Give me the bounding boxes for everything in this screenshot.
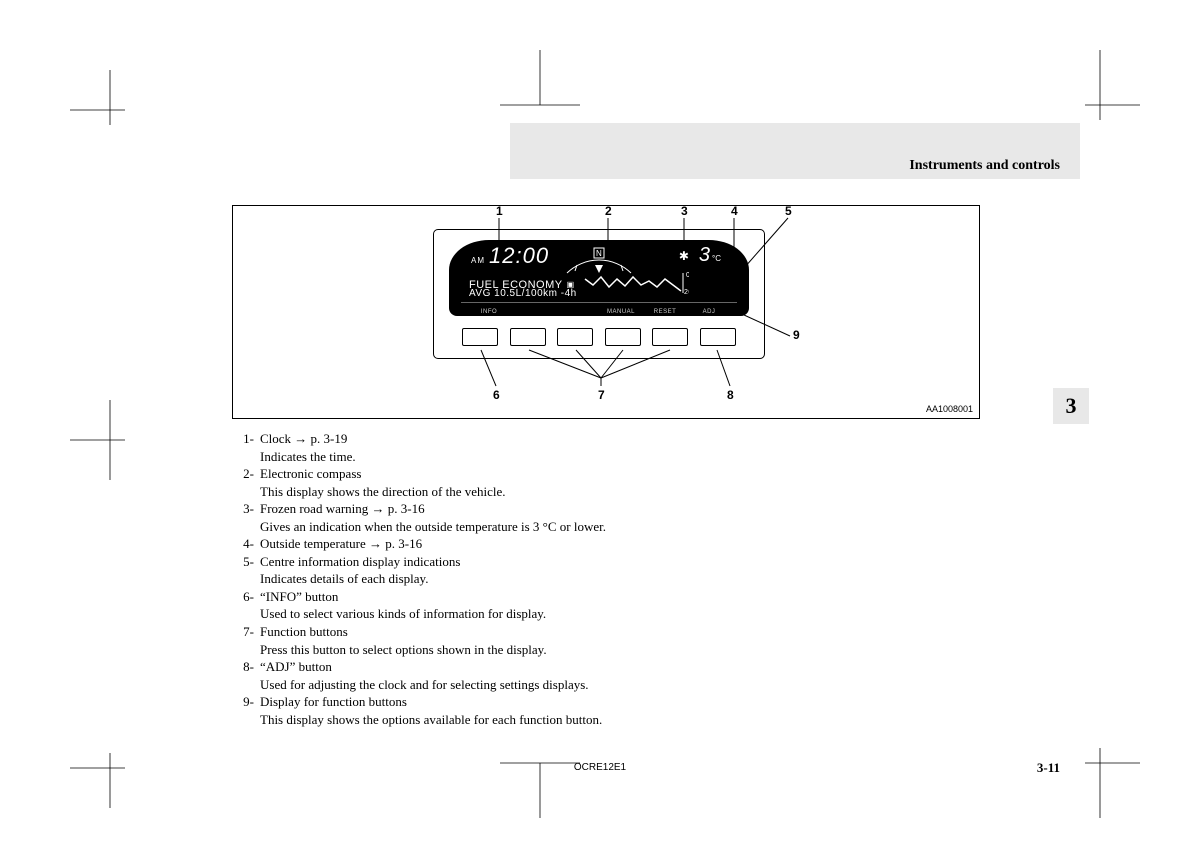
legend-item: 2-Electronic compass bbox=[232, 465, 832, 483]
legend-list: 1-Clock → p. 3-19Indicates the time.2-El… bbox=[232, 430, 832, 728]
function-button-3[interactable] bbox=[605, 328, 641, 346]
compass-dir: N bbox=[596, 249, 602, 258]
fn-label-1 bbox=[511, 309, 555, 315]
ampm-label: AM bbox=[471, 256, 485, 265]
svg-text:20: 20 bbox=[684, 289, 689, 295]
legend-item: 6-“INFO” button bbox=[232, 588, 832, 606]
legend-description: This display shows the direction of the … bbox=[232, 483, 832, 501]
callout-8: 8 bbox=[727, 388, 734, 402]
legend-item: 8-“ADJ” button bbox=[232, 658, 832, 676]
fuel-graph: 0 20 bbox=[583, 271, 689, 295]
page-number: 3-11 bbox=[1037, 760, 1060, 776]
function-labels-row: INFO MANUAL RESET ADJ bbox=[467, 309, 731, 315]
callout-9: 9 bbox=[793, 328, 800, 342]
legend-item: 4-Outside temperature → p. 3-16 bbox=[232, 535, 832, 553]
fn-label-manual: MANUAL bbox=[599, 309, 643, 315]
clock-value: 12:00 bbox=[489, 245, 549, 267]
lcd-screen: AM 12:00 ✱ 3 °C N bbox=[449, 240, 749, 316]
function-button-4[interactable] bbox=[652, 328, 688, 346]
info-button[interactable] bbox=[462, 328, 498, 346]
fn-label-info: INFO bbox=[467, 309, 511, 315]
callout-7: 7 bbox=[598, 388, 605, 402]
callout-1: 1 bbox=[496, 204, 503, 218]
footer-code: OCRE12E1 bbox=[574, 762, 626, 773]
legend-description: Indicates details of each display. bbox=[232, 570, 832, 588]
figure-code: AA1008001 bbox=[926, 404, 973, 414]
legend-item: 9-Display for function buttons bbox=[232, 693, 832, 711]
legend-item: 1-Clock → p. 3-19 bbox=[232, 430, 832, 448]
callout-2: 2 bbox=[605, 204, 612, 218]
callout-4: 4 bbox=[731, 204, 738, 218]
legend-description: Used to select various kinds of informat… bbox=[232, 605, 832, 623]
fn-label-reset: RESET bbox=[643, 309, 687, 315]
legend-item: 7-Function buttons bbox=[232, 623, 832, 641]
avg-line: AVG 10.5L/100km -4h bbox=[469, 288, 577, 299]
legend-description: Press this button to select options show… bbox=[232, 641, 832, 659]
legend-description: This display shows the options available… bbox=[232, 711, 832, 729]
fn-label-2 bbox=[555, 309, 599, 315]
section-tab: 3 bbox=[1053, 388, 1089, 424]
callout-3: 3 bbox=[681, 204, 688, 218]
callout-5: 5 bbox=[785, 204, 792, 218]
fn-label-adj: ADJ bbox=[687, 309, 731, 315]
legend-description: Used for adjusting the clock and for sel… bbox=[232, 676, 832, 694]
legend-item: 3-Frozen road warning → p. 3-16 bbox=[232, 500, 832, 518]
function-button-2[interactable] bbox=[557, 328, 593, 346]
legend-description: Gives an indication when the outside tem… bbox=[232, 518, 832, 536]
legend-description: Indicates the time. bbox=[232, 448, 832, 466]
display-unit: AM 12:00 ✱ 3 °C N bbox=[433, 229, 765, 359]
physical-buttons bbox=[462, 328, 736, 346]
temperature-unit: °C bbox=[712, 254, 721, 263]
function-button-1[interactable] bbox=[510, 328, 546, 346]
callout-6: 6 bbox=[493, 388, 500, 402]
legend-item: 5-Centre information display indications bbox=[232, 553, 832, 571]
page-header: Instruments and controls bbox=[909, 158, 1060, 174]
adj-button[interactable] bbox=[700, 328, 736, 346]
frost-icon: ✱ bbox=[679, 249, 689, 263]
temperature-value: 3 bbox=[699, 244, 710, 267]
figure-frame: 1 2 3 4 5 9 6 7 8 AM 12:00 bbox=[232, 205, 980, 419]
svg-text:0: 0 bbox=[686, 272, 689, 279]
